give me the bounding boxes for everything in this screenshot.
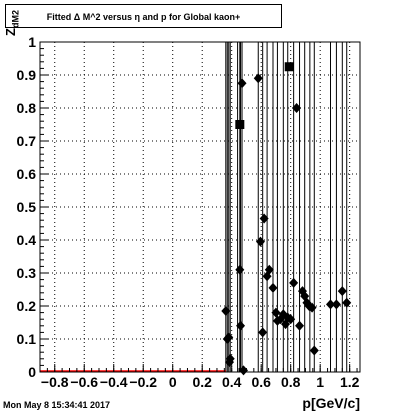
data-point [224, 332, 234, 343]
data-point-square [235, 120, 245, 129]
data-point [221, 305, 231, 316]
timestamp: Mon May 8 15:34:41 2017 [3, 400, 111, 410]
chart-title: Fitted Δ M^2 versus η and p for Global k… [46, 12, 241, 22]
data-point [255, 236, 265, 247]
data-point [286, 314, 296, 325]
x-axis-label: p[GeV/c] [302, 395, 360, 411]
data-point [237, 78, 247, 89]
data-point [326, 299, 336, 310]
y-tick-label: 0.3 [17, 265, 37, 281]
data-point [236, 320, 246, 331]
y-axis-label-sub: dM2 [10, 10, 21, 29]
chart-title-box: Fitted Δ M^2 versus η and p for Global k… [5, 4, 282, 28]
y-tick-label: 0.6 [17, 166, 37, 182]
y-axis-label: ZdM2 [3, 10, 21, 36]
y-tick-label: 0.9 [17, 67, 37, 83]
x-tick-label: −0.8 [41, 374, 69, 390]
y-tick-label: 1 [28, 34, 36, 50]
x-tick-label: 0.8 [281, 374, 301, 390]
data-point [225, 353, 235, 364]
data-point [292, 103, 302, 113]
data-point [235, 264, 245, 275]
data-point [307, 302, 317, 313]
data-point [271, 307, 281, 318]
y-tick-label: 0.8 [17, 100, 37, 116]
x-tick-label: 0.6 [251, 374, 271, 390]
y-axis-label-main: Z [3, 28, 18, 36]
data-point [331, 299, 341, 310]
y-tick-label: 0.1 [17, 331, 37, 347]
y-tick-label: 0 [28, 364, 36, 380]
data-point [259, 213, 269, 224]
data-point [239, 365, 249, 376]
data-point-square [284, 62, 294, 72]
y-tick-label: 0.4 [17, 232, 37, 248]
data-point [258, 327, 268, 338]
x-tick-label: 0 [169, 374, 177, 390]
y-tick-label: 0.5 [17, 199, 37, 215]
grid-layer [40, 41, 360, 373]
x-tick-label: 1.2 [340, 374, 360, 390]
data-point [309, 345, 319, 356]
x-tick-label: −0.6 [70, 374, 98, 390]
y-tick-label: 0.2 [17, 298, 37, 314]
data-point [289, 277, 299, 288]
x-tick-label: −0.2 [129, 374, 157, 390]
x-tick-label: 1 [316, 374, 324, 390]
data-point [342, 297, 352, 308]
data-point [264, 264, 274, 275]
data-point [337, 286, 347, 297]
x-tick-label: 0.4 [222, 374, 242, 390]
points-layer [221, 62, 352, 376]
data-point [268, 282, 278, 293]
data-point [253, 73, 263, 84]
x-tick-label: −0.4 [100, 374, 128, 390]
x-tick-label: 0.2 [192, 374, 212, 390]
y-tick-label: 0.7 [17, 133, 37, 149]
axis-layer: −0.8 −0.6 −0.4 −0.2 0 0.2 0.4 0.6 0.8 1 1.2 0 0.1 0.2… [17, 34, 361, 390]
data-point [295, 320, 305, 331]
